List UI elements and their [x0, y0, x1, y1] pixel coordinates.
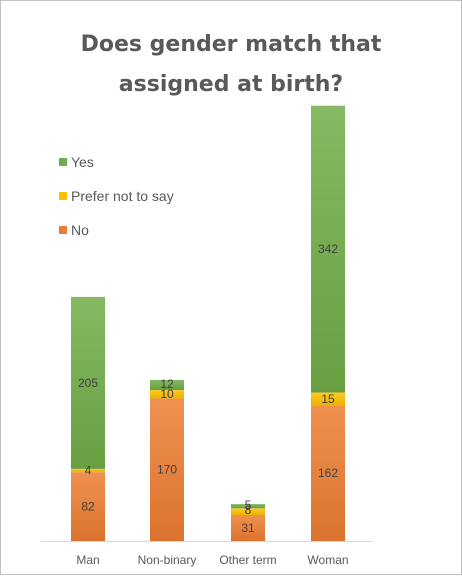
- chart-title-line-1: Does gender match that: [80, 32, 382, 57]
- legend-swatch-no: [59, 226, 67, 234]
- data-label-man-no: 82: [81, 500, 95, 514]
- legend: Yes Prefer not to say No: [59, 154, 174, 238]
- bar-man-no: [71, 472, 105, 541]
- legend-swatch-yes: [59, 158, 67, 166]
- bar-other-term-prefer-not-to-say: [231, 508, 265, 515]
- x-tick-label-non-binary: Non-binary: [138, 553, 197, 567]
- bar-non-binary-no: [150, 398, 184, 541]
- x-tick-label-woman: Woman: [307, 553, 348, 567]
- data-label-other-term-no: 31: [241, 521, 255, 535]
- data-label-non-binary-no: 170: [157, 463, 177, 477]
- data-label-man-prefer-not-to-say: 4: [85, 464, 92, 478]
- data-label-other-term-yes: 5: [245, 498, 252, 512]
- data-label-woman-prefer-not-to-say: 15: [321, 392, 335, 406]
- legend-label-no: No: [71, 222, 89, 238]
- bar-non-binary-yes: [150, 379, 184, 391]
- data-label-woman-yes: 342: [318, 242, 338, 256]
- bar-non-binary-prefer-not-to-say: [150, 390, 184, 399]
- legend-label-prefer-not-to-say: Prefer not to say: [71, 188, 174, 204]
- data-label-man-yes: 205: [78, 376, 98, 390]
- bar-man-prefer-not-to-say: [71, 468, 105, 473]
- chart-title-line-2: assigned at birth?: [118, 72, 344, 97]
- x-tick-label-other-term: Other term: [219, 553, 276, 567]
- legend-label-yes: Yes: [71, 154, 94, 170]
- chart-title: Does gender match that assigned at birth…: [31, 25, 431, 105]
- bar-other-term-no: [231, 514, 265, 541]
- legend-swatch-prefer-not-to-say: [59, 192, 67, 200]
- x-tick-labels: Man Non-binary Other term Woman: [76, 553, 348, 567]
- data-label-non-binary-prefer-not-to-say: 10: [160, 387, 174, 401]
- data-label-non-binary-yes: 12: [160, 377, 174, 391]
- data-label-woman-no: 162: [318, 466, 338, 480]
- bar-other-term-yes: [231, 504, 265, 509]
- bar-woman-yes: [311, 105, 345, 393]
- data-label-other-term-prefer-not-to-say: 8: [245, 503, 252, 517]
- bars: [71, 105, 345, 541]
- bar-man-yes: [71, 296, 105, 469]
- bar-woman-prefer-not-to-say: [311, 392, 345, 406]
- x-tick-label-man: Man: [76, 553, 99, 567]
- bar-woman-no: [311, 405, 345, 541]
